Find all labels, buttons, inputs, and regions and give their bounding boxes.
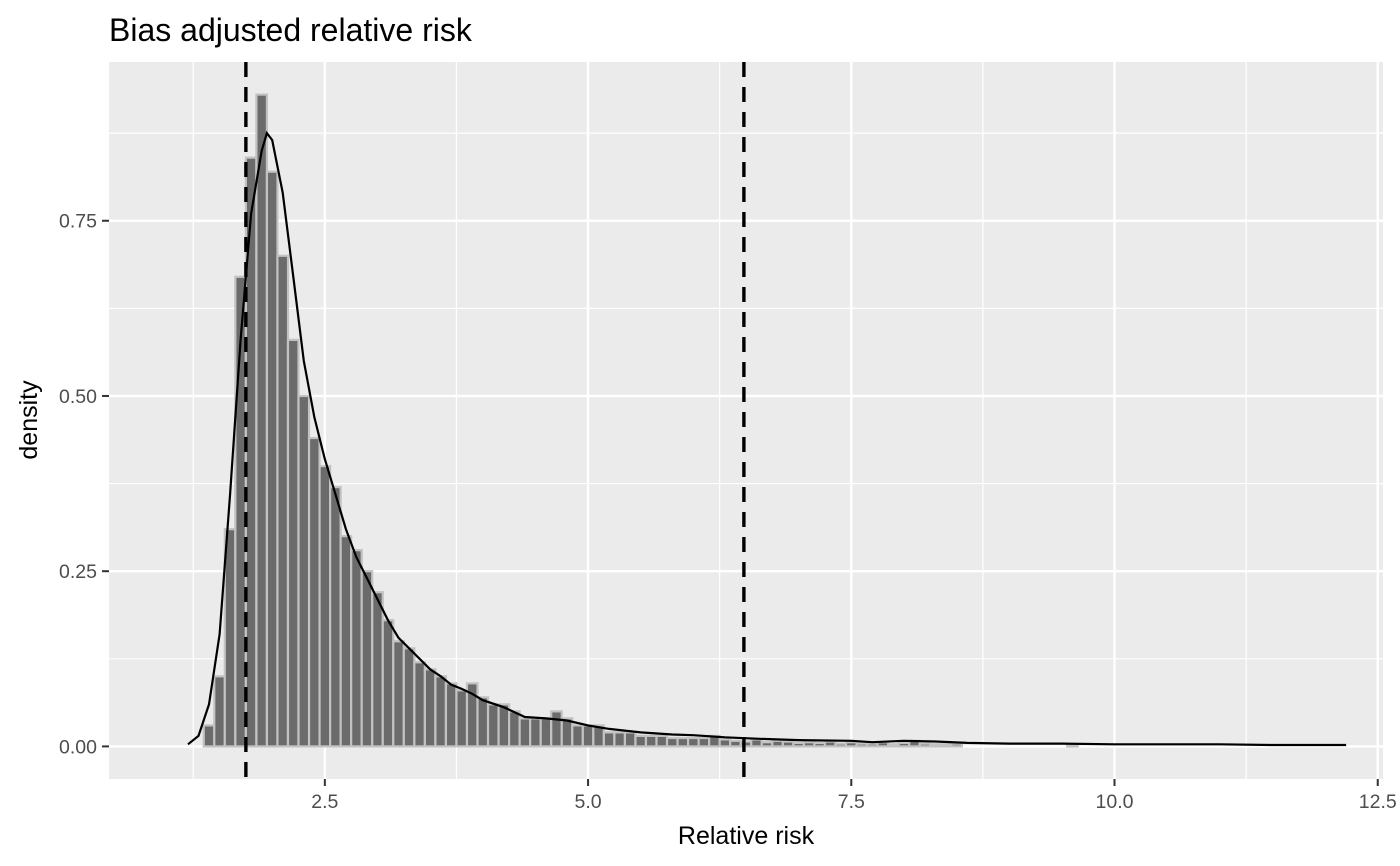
histogram-bar bbox=[486, 703, 500, 748]
histogram-bar bbox=[265, 170, 279, 748]
x-tick-label: 10.0 bbox=[1096, 791, 1134, 813]
density-curve bbox=[187, 130, 1347, 747]
histogram-bar bbox=[329, 485, 342, 748]
x-tick-label: 12.5 bbox=[1359, 791, 1397, 813]
histogram-bar bbox=[581, 724, 595, 748]
histogram-bar bbox=[518, 717, 532, 748]
histogram-bar bbox=[686, 736, 700, 748]
histogram-bar bbox=[350, 549, 363, 748]
histogram-bar bbox=[634, 734, 648, 748]
y-tick-label: 0.00 bbox=[59, 736, 97, 758]
histogram-bar bbox=[887, 743, 900, 748]
histogram-bar bbox=[444, 682, 458, 748]
x-tick-label: 5.0 bbox=[575, 791, 602, 813]
histogram-bar bbox=[781, 740, 795, 748]
y-tick-label: 0.50 bbox=[59, 386, 97, 408]
histogram-bar bbox=[865, 742, 879, 748]
histogram-bar bbox=[939, 743, 953, 748]
histogram-bar bbox=[613, 731, 627, 748]
histogram-bar bbox=[697, 736, 711, 748]
histogram-bar bbox=[929, 743, 942, 748]
histogram-bar bbox=[623, 731, 637, 748]
histogram-bar bbox=[560, 717, 574, 748]
histogram-bar bbox=[276, 254, 290, 748]
histogram-bars bbox=[202, 93, 1079, 748]
histogram-bar bbox=[307, 436, 321, 748]
histogram-bar bbox=[529, 717, 542, 748]
histogram-bar bbox=[381, 619, 395, 748]
x-axis: 2.5 5.0 7.5 10.0 12.5 bbox=[311, 779, 1397, 813]
histogram-bar bbox=[318, 464, 332, 748]
histogram-bar bbox=[507, 710, 521, 748]
reference-lines bbox=[244, 62, 746, 779]
histogram-bar bbox=[286, 338, 300, 748]
histogram-bar bbox=[339, 535, 353, 748]
histogram-bar bbox=[950, 742, 963, 748]
chart-title: Bias adjusted relative risk bbox=[109, 12, 473, 48]
histogram-bar bbox=[497, 703, 511, 748]
x-axis-title: Relative risk bbox=[678, 822, 815, 850]
histogram-bar bbox=[402, 647, 416, 748]
histogram-bar bbox=[371, 591, 384, 748]
histogram-bar bbox=[855, 742, 869, 748]
histogram-bar bbox=[792, 741, 806, 748]
grid-minor bbox=[109, 62, 1383, 779]
histogram-bar bbox=[423, 668, 437, 748]
histogram-bar bbox=[223, 528, 237, 748]
histogram-bar bbox=[813, 741, 827, 748]
histogram-bar bbox=[539, 717, 553, 748]
histogram-bar bbox=[750, 738, 763, 748]
histogram-bar bbox=[455, 689, 469, 748]
y-axis: 0.00 0.25 0.50 0.75 bbox=[59, 211, 109, 758]
histogram-bar bbox=[676, 736, 690, 748]
histogram-bar bbox=[655, 734, 669, 748]
histogram-bar bbox=[213, 675, 226, 748]
histogram-bar bbox=[665, 736, 679, 748]
histogram-bar bbox=[571, 724, 584, 748]
histogram-bar bbox=[297, 394, 311, 748]
histogram-bar bbox=[844, 741, 858, 748]
histogram-bar bbox=[360, 570, 374, 748]
histogram-bar bbox=[760, 741, 774, 748]
histogram-bar bbox=[918, 742, 932, 748]
histogram-bar bbox=[550, 710, 563, 748]
histogram-bar bbox=[476, 696, 490, 748]
histogram-bar bbox=[802, 741, 816, 748]
histogram-bar bbox=[771, 739, 784, 748]
histogram-bar bbox=[255, 93, 269, 748]
histogram-bar bbox=[392, 640, 405, 748]
histogram-bar bbox=[202, 724, 216, 748]
histogram-bar bbox=[434, 675, 448, 748]
histogram-bar bbox=[823, 740, 837, 748]
x-tick-label: 2.5 bbox=[311, 791, 338, 813]
x-tick-label: 7.5 bbox=[838, 791, 865, 813]
y-tick-label: 0.25 bbox=[59, 561, 97, 583]
histogram-bar bbox=[718, 738, 732, 748]
histogram-bar bbox=[644, 734, 658, 748]
histogram-bar bbox=[413, 661, 426, 748]
histogram-bar bbox=[834, 742, 848, 748]
histogram-bar bbox=[729, 739, 742, 748]
histogram-bar bbox=[602, 731, 616, 748]
histogram-bar bbox=[897, 741, 911, 748]
y-axis-title: density bbox=[15, 380, 43, 460]
y-tick-label: 0.75 bbox=[59, 211, 97, 233]
